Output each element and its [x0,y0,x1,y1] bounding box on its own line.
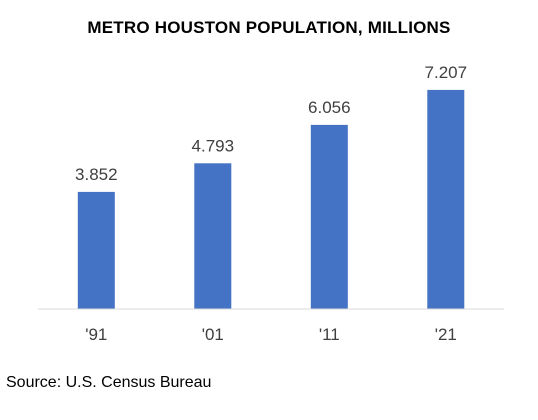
source-note: Source: U.S. Census Bureau [6,374,212,391]
data-labels-group: 3.852 4.793 6.056 7.207 [75,63,467,184]
bar [310,124,348,310]
chart-title: METRO HOUSTON POPULATION, MILLIONS [87,18,451,37]
x-tick-labels-group: '91 '01 '11 '21 [85,325,457,344]
bar [427,89,465,310]
x-tick-label: '21 [435,325,457,344]
x-tick-label: '01 [202,325,224,344]
data-label: 7.207 [425,63,468,82]
x-tick-label: '91 [85,325,107,344]
data-label: 4.793 [192,136,235,155]
bars-group [77,89,465,310]
bar [194,163,232,309]
data-label: 3.852 [75,165,118,184]
bar [77,191,115,309]
x-tick-label: '11 [319,325,340,344]
data-label: 6.056 [308,98,351,117]
